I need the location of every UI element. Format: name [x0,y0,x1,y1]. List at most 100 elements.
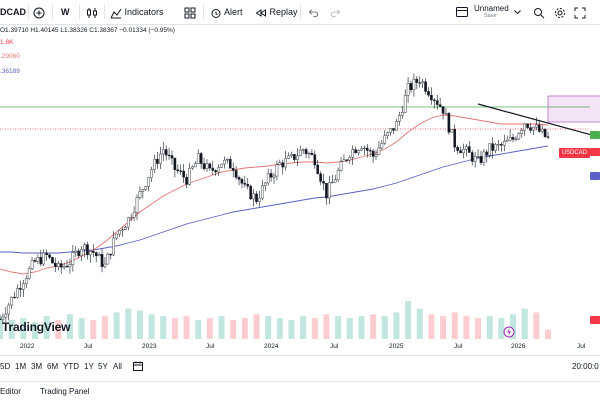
candle [284,158,287,168]
candle [36,257,40,262]
candle [74,250,78,253]
candle [517,133,521,140]
candle [54,262,57,268]
fullscreen-button[interactable] [574,0,586,24]
candle [409,83,413,90]
candle [479,156,483,163]
candle [473,156,477,162]
candle [243,183,247,185]
volume-bar [335,316,342,339]
replay-button[interactable]: Replay [255,0,298,24]
volume-bar [31,321,38,339]
chart-type-button[interactable] [86,0,98,24]
candle [121,229,124,231]
candle [546,136,550,138]
volume-bar [463,316,470,339]
ma-blue-scale-tag [590,172,600,180]
range-6m-button[interactable]: 6M [47,362,59,371]
candle [398,115,401,122]
candle [109,253,113,256]
candle [68,264,72,268]
candle [83,244,86,250]
undo-button[interactable] [308,0,319,24]
replay-label: Replay [269,7,298,17]
volume-bar [323,314,330,339]
candle [147,177,150,187]
add-symbol-button[interactable] [33,0,45,24]
tradingview-logo[interactable]: TradingView [2,320,70,334]
save-layout-button[interactable]: Unnamed Save [452,2,522,21]
range-5y-button[interactable]: 5Y [98,362,108,371]
range-selector: 5D 1M 3M 6M YTD 1Y 5Y All 20:00:0 [0,355,600,376]
candle [255,193,258,202]
candle [228,158,232,169]
candle [389,128,392,133]
price-chart[interactable] [0,24,600,354]
candle [176,169,180,172]
candle [377,147,381,155]
candle [328,182,331,199]
tab-trading-panel[interactable]: Trading Panel [40,387,90,396]
indicators-button[interactable]: Indicators [110,0,164,24]
tab-editor[interactable]: Editor [0,387,21,396]
candle [10,296,13,306]
candle [202,163,206,169]
volume-bar [78,318,85,339]
candle [144,186,148,190]
time-axis[interactable]: 2022 Jul 2023 Jul 2024 Jul 2025 Jul 2026… [0,340,600,354]
range-all-button[interactable]: All [113,362,122,371]
candle [342,159,346,162]
candle [4,313,8,318]
settings-button[interactable] [554,0,566,24]
candle [485,151,489,156]
candle [313,154,317,166]
candle [520,130,524,134]
candle [383,135,387,144]
range-3m-button[interactable]: 3M [31,362,43,371]
ohlc-legend: O1.39710 H1.40145 L1.38326 C1.38367 −0.0… [0,27,175,34]
range-5d-button[interactable]: 5D [0,362,11,371]
toolbar-divider [104,5,105,19]
redo-button[interactable] [330,0,341,24]
event-marker-icon[interactable] [503,326,515,338]
candle [153,158,156,170]
time-axis-label: Jul [84,343,93,350]
layouts-button[interactable] [184,0,196,24]
trendline [477,103,600,138]
range-ytd-button[interactable]: YTD [63,362,79,371]
interval-button[interactable]: W [61,7,70,17]
redo-icon [330,9,341,18]
candle [258,197,261,202]
range-1y-button[interactable]: 1Y [84,362,94,371]
range-1m-button[interactable]: 1M [15,362,27,371]
candle [415,78,419,83]
candle [456,147,459,151]
candle [106,253,110,265]
candle [511,137,515,140]
candle [535,124,538,128]
gear-icon [555,7,565,18]
volume-bar [486,316,493,339]
volume-bar [451,312,458,339]
volume-bar [8,320,15,339]
volume-bar [311,318,318,339]
candle [281,162,285,168]
volume-bar [428,314,435,339]
candle [252,193,255,200]
candle [438,104,442,107]
candle [56,263,60,268]
candle [441,106,445,114]
candle [395,121,398,131]
alert-button[interactable]: Alert [210,0,243,24]
candle [307,152,311,155]
candle [237,177,241,180]
candle [263,182,267,186]
candle [523,123,526,131]
symbol-search[interactable]: DCAD [0,7,26,17]
go-to-date-icon[interactable] [133,361,143,371]
search-button[interactable] [533,0,545,24]
candle [418,82,422,84]
volume-bar [20,318,27,339]
clock-readout[interactable]: 20:00:0 [572,362,599,371]
time-axis-label: Jul [330,343,339,350]
